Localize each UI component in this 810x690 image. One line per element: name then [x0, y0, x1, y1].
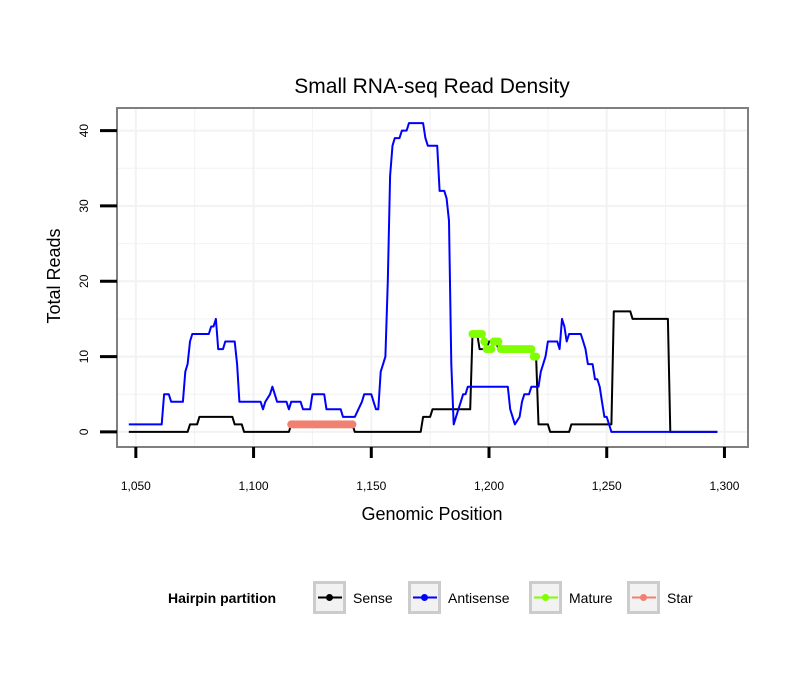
legend-item-mature: Mature	[529, 581, 613, 614]
data-point-mature	[532, 352, 541, 361]
series-layer	[128, 122, 718, 433]
legend-key-point	[640, 594, 647, 601]
plot-panel	[116, 107, 749, 448]
y-tick-label: 0	[77, 428, 91, 435]
axes: 1,050 1,100 1,150 1,200 1,250 1,300 0 10 20 30 40	[77, 124, 740, 493]
legend: Hairpin partition Sense Antisense Mature St…	[168, 581, 693, 614]
data-point-mature	[487, 345, 496, 354]
data-point-mature	[480, 337, 489, 346]
chart-title: Small RNA-seq Read Density	[294, 75, 570, 98]
y-tick-label: 10	[77, 350, 91, 364]
y-tick-label: 30	[77, 199, 91, 213]
legend-key-point	[326, 594, 333, 601]
x-tick-label: 1,300	[709, 479, 739, 493]
series-line-antisense	[128, 122, 718, 433]
x-tick-label: 1,250	[592, 479, 622, 493]
x-tick-label: 1,200	[474, 479, 504, 493]
legend-key-point	[542, 594, 549, 601]
legend-label-sense: Sense	[353, 590, 393, 606]
data-point-mature	[527, 345, 536, 354]
legend-label-star: Star	[667, 590, 693, 606]
legend-label-antisense: Antisense	[448, 590, 510, 606]
y-tick-label: 20	[77, 274, 91, 288]
x-tick-label: 1,100	[239, 479, 269, 493]
x-tick-label: 1,150	[356, 479, 386, 493]
legend-title: Hairpin partition	[168, 590, 276, 606]
legend-item-sense: Sense	[313, 581, 393, 614]
y-axis-title: Total Reads	[44, 228, 64, 323]
legend-item-star: Star	[627, 581, 693, 614]
legend-item-antisense: Antisense	[408, 581, 510, 614]
x-tick-label: 1,050	[121, 479, 151, 493]
legend-label-mature: Mature	[569, 590, 613, 606]
data-point-mature	[494, 337, 503, 346]
legend-key-point	[421, 594, 428, 601]
y-tick-label: 40	[77, 124, 91, 138]
x-axis-title: Genomic Position	[361, 504, 502, 524]
series-line-sense	[128, 310, 718, 433]
data-point-star	[348, 420, 357, 429]
grid-lines	[118, 109, 747, 446]
data-point-mature	[477, 330, 486, 338]
